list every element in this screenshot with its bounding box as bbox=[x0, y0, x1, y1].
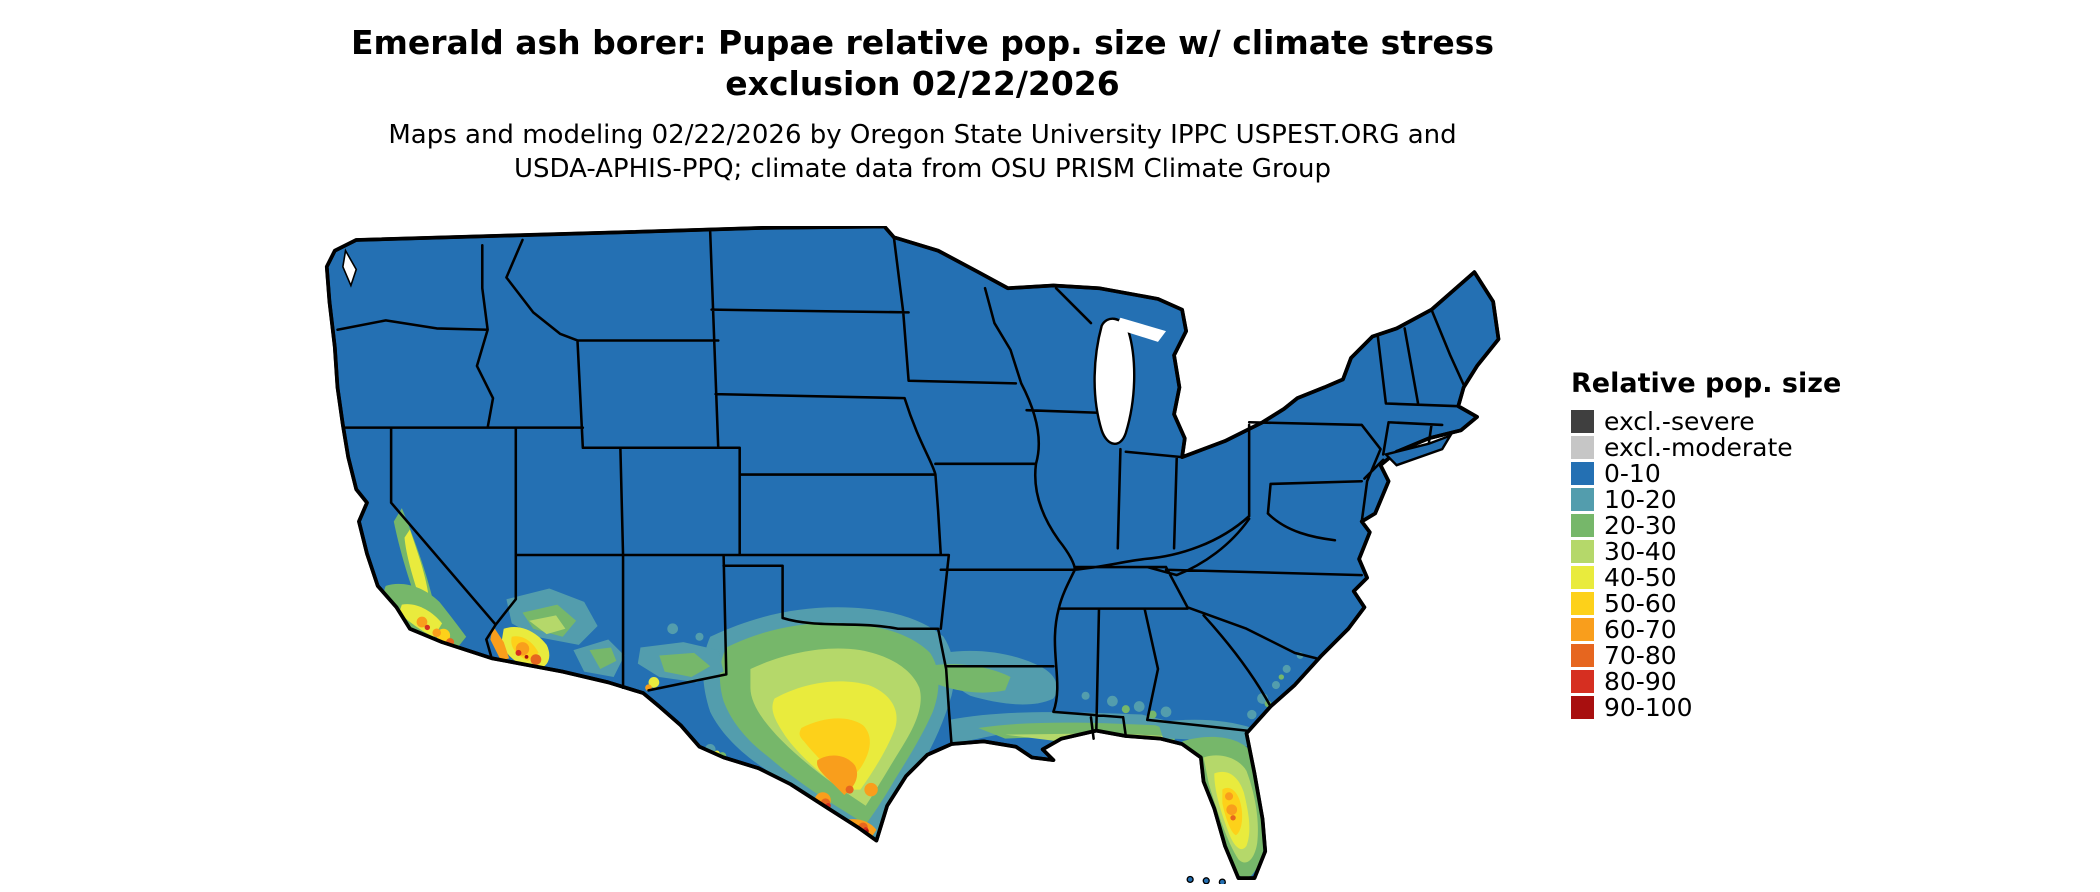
title-line-2: exclusion 02/22/2026 bbox=[725, 64, 1120, 103]
figure-subtitle: Maps and modeling 02/22/2026 by Oregon S… bbox=[0, 118, 1845, 186]
legend-swatch bbox=[1571, 513, 1594, 537]
land bbox=[325, 226, 1501, 880]
legend-item: 60-70 bbox=[1571, 616, 1841, 642]
raster-region-arizona bbox=[490, 588, 625, 677]
legend-label: 50-60 bbox=[1604, 588, 1677, 618]
legend-swatch bbox=[1571, 643, 1594, 667]
legend-swatch bbox=[1571, 487, 1594, 511]
subtitle-line-1: Maps and modeling 02/22/2026 by Oregon S… bbox=[388, 120, 1457, 150]
legend-label: 70-80 bbox=[1604, 640, 1677, 670]
legend-item: 70-80 bbox=[1571, 642, 1841, 668]
legend-item: 90-100 bbox=[1571, 694, 1841, 720]
us-map-svg bbox=[324, 226, 1501, 884]
straits-of-mackinac bbox=[1115, 317, 1167, 342]
raster-overlays bbox=[384, 508, 1304, 878]
legend-swatch bbox=[1571, 617, 1594, 641]
raster-region-california bbox=[384, 508, 467, 651]
land-outline bbox=[324, 226, 1501, 880]
legend-swatch bbox=[1571, 669, 1594, 693]
legend-label: excl.-moderate bbox=[1604, 432, 1793, 462]
legend-swatch bbox=[1571, 539, 1594, 563]
legend-item: 10-20 bbox=[1571, 486, 1841, 512]
legend-label: 20-30 bbox=[1604, 510, 1677, 540]
legend-item: 80-90 bbox=[1571, 668, 1841, 694]
legend-item: 40-50 bbox=[1571, 564, 1841, 590]
legend-title: Relative pop. size bbox=[1571, 368, 1842, 399]
figure-title: Emerald ash borer: Pupae relative pop. s… bbox=[0, 22, 1845, 104]
legend-label: excl.-severe bbox=[1604, 406, 1755, 436]
title-line-1: Emerald ash borer: Pupae relative pop. s… bbox=[350, 23, 1495, 62]
legend-swatch bbox=[1571, 591, 1594, 615]
legend-swatch bbox=[1571, 695, 1594, 719]
lake-michigan bbox=[1093, 317, 1136, 445]
legend-swatch bbox=[1571, 461, 1594, 485]
raster-region-southeast-coast bbox=[1247, 652, 1304, 720]
state-borders bbox=[336, 230, 1465, 746]
legend-label: 40-50 bbox=[1604, 562, 1677, 592]
puget-sound bbox=[342, 248, 358, 288]
legend-label: 30-40 bbox=[1604, 536, 1677, 566]
legend: Relative pop. size excl.-severe excl.-mod… bbox=[1571, 368, 1841, 720]
legend-item: 20-30 bbox=[1571, 512, 1841, 538]
long-island bbox=[1383, 433, 1454, 467]
subtitle-line-2: USDA-APHIS-PPQ; climate data from OSU PR… bbox=[514, 154, 1331, 184]
legend-item: excl.-severe bbox=[1571, 408, 1841, 434]
legend-label: 60-70 bbox=[1604, 614, 1677, 644]
lakes bbox=[1093, 317, 1136, 445]
legend-label: 90-100 bbox=[1604, 692, 1693, 722]
legend-swatch bbox=[1571, 565, 1594, 589]
legend-item: excl.-moderate bbox=[1571, 434, 1841, 460]
legend-swatch bbox=[1571, 409, 1594, 433]
legend-item: 30-40 bbox=[1571, 538, 1841, 564]
legend-label: 80-90 bbox=[1604, 666, 1677, 696]
legend-item: 0-10 bbox=[1571, 460, 1841, 486]
legend-label: 10-20 bbox=[1604, 484, 1677, 514]
legend-item: 50-60 bbox=[1571, 590, 1841, 616]
florida-keys bbox=[1186, 875, 1226, 884]
legend-swatch bbox=[1571, 435, 1594, 459]
legend-label: 0-10 bbox=[1604, 458, 1661, 488]
legend-items: excl.-severe excl.-moderate 0-10 10-20 20-30… bbox=[1571, 408, 1841, 720]
